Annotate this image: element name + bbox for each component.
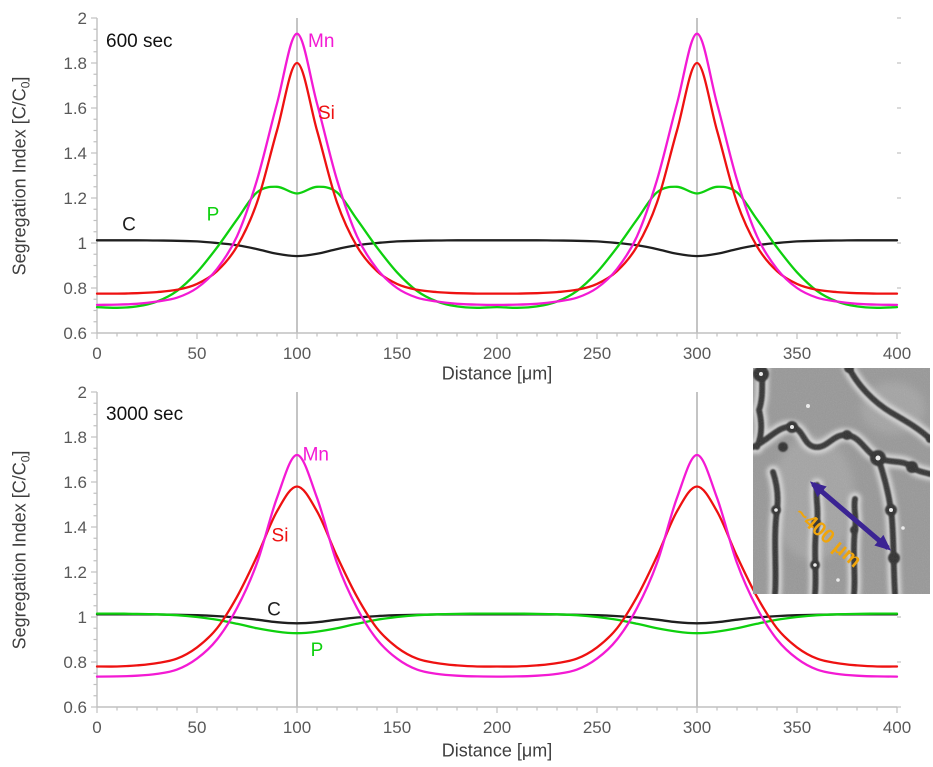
x-tick-label: 50	[188, 718, 207, 737]
y-tick-label: 1	[78, 234, 87, 253]
y-axis-title-subscript: 0	[18, 455, 33, 463]
y-axis-title-text: Segregation Index [C/C	[9, 88, 30, 276]
x-axis-title-top: Distance [μm]	[441, 363, 553, 384]
series-curve-Si	[95, 485, 899, 668]
y-tick-label: 0.8	[63, 653, 87, 672]
series-curve-Mn	[95, 453, 899, 678]
series-curve-P	[95, 185, 899, 309]
y-axis-title-bottom: Segregation Index [C/C0]	[10, 451, 33, 650]
y-tick-label: 2	[78, 9, 87, 28]
x-tick-label: 300	[683, 344, 711, 363]
y-tick-label: 2	[78, 383, 87, 402]
time-annotation-3000s: 3000 sec	[106, 404, 184, 425]
x-tick-label: 150	[383, 718, 411, 737]
time-annotation-600s: 600 sec	[106, 31, 173, 52]
y-tick-label: 0.8	[63, 279, 87, 298]
x-tick-label: 50	[188, 344, 207, 363]
series-label-P: P	[311, 640, 324, 661]
series-label-C: C	[267, 600, 281, 621]
series-curve-Si	[95, 61, 899, 295]
chart-3000s: 0.6 0.8 1 1.2 1.4 1.6 1.8 2 0 50 100 150 200 250 300 35…	[63, 383, 911, 737]
y-tick-label: 1.2	[63, 563, 87, 582]
series-label-Mn: Mn	[308, 31, 334, 52]
series-label-C: C	[122, 214, 136, 235]
x-tick-label: 150	[383, 344, 411, 363]
chart-600s: 0.6 0.8 1 1.2 1.4 1.6 1.8 2 0 50 100 150 200 250 300 35…	[63, 9, 911, 363]
x-tick-label: 100	[283, 344, 311, 363]
y-tick-label: 1.8	[63, 428, 87, 447]
x-tick-label: 100	[283, 718, 311, 737]
y-axis-title-subscript: 0	[18, 81, 33, 89]
x-tick-label: 0	[92, 718, 101, 737]
y-tick-label: 0.6	[63, 698, 87, 717]
x-tick-label: 250	[583, 344, 611, 363]
series-label-Si: Si	[318, 103, 335, 124]
x-tick-label: 0	[92, 344, 101, 363]
series-label-Si: Si	[272, 525, 289, 546]
y-tick-label: 0.6	[63, 324, 87, 343]
y-axis-title-top: Segregation Index [C/C0]	[10, 77, 33, 276]
y-tick-label: 1.6	[63, 473, 87, 492]
x-tick-label: 400	[883, 344, 911, 363]
x-axis-title-bottom: Distance [μm]	[441, 740, 553, 761]
y-axis-title-suffix: ]	[9, 76, 30, 82]
micrograph-grain-texture	[753, 368, 930, 594]
y-axis-title-text: Segregation Index [C/C	[9, 462, 30, 650]
series-curve-P	[95, 612, 899, 635]
series-label-P: P	[207, 205, 220, 226]
x-tick-label: 350	[783, 344, 811, 363]
x-tick-label: 200	[483, 344, 511, 363]
micrograph-inset: ~400 μm	[753, 368, 930, 594]
y-tick-label: 1.8	[63, 54, 87, 73]
series-curve-Mn	[95, 32, 899, 307]
scale-arrow	[809, 481, 892, 551]
y-tick-label: 1.4	[63, 144, 87, 163]
x-tick-label: 400	[883, 718, 911, 737]
y-tick-label: 1.2	[63, 189, 87, 208]
x-tick-label: 350	[783, 718, 811, 737]
x-tick-label: 300	[683, 718, 711, 737]
x-tick-label: 200	[483, 718, 511, 737]
y-tick-label: 1.4	[63, 518, 87, 537]
y-tick-label: 1.6	[63, 99, 87, 118]
y-tick-label: 1	[78, 608, 87, 627]
series-label-Mn: Mn	[303, 444, 329, 465]
series-curve-C	[95, 239, 899, 258]
y-axis-title-suffix: ]	[9, 450, 30, 456]
x-tick-label: 250	[583, 718, 611, 737]
